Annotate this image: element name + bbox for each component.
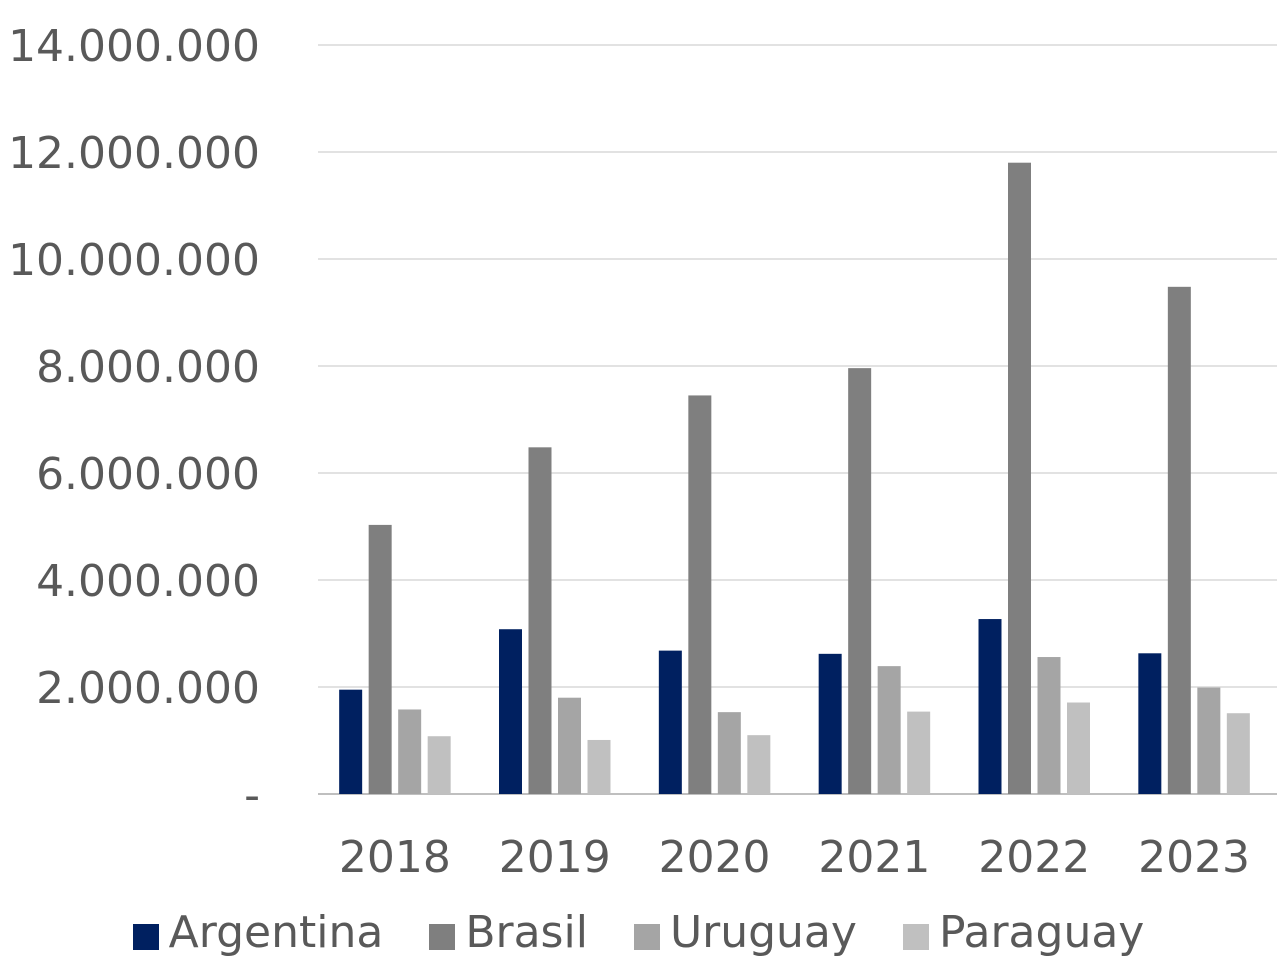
x-tick-label: 2018: [339, 832, 451, 883]
bar-paraguay-2023: [1226, 713, 1250, 794]
bar-uruguay-2021: [877, 666, 901, 794]
bar-paraguay-2022: [1067, 702, 1090, 794]
bar-brasil-2021: [848, 368, 872, 794]
bar-uruguay-2018: [398, 709, 422, 794]
legend-entry-argentina: Argentina: [132, 905, 384, 958]
legend: Argentina Brasil Uruguay Paraguay: [0, 905, 1277, 958]
bar-argentina-2021: [818, 653, 842, 794]
bar-paraguay-2020: [747, 735, 771, 794]
legend-label: Brasil: [465, 907, 588, 958]
y-tick-label: 6.000.000: [36, 449, 260, 500]
y-tick-label: 14.000.000: [8, 21, 260, 72]
legend-entry-uruguay: Uruguay: [633, 905, 857, 958]
legend-label: Argentina: [168, 907, 384, 958]
bar-uruguay-2023: [1197, 687, 1221, 794]
x-tick-label: 2023: [1138, 832, 1250, 883]
legend-swatch: [132, 924, 159, 950]
legend-entry-brasil: Brasil: [429, 905, 588, 958]
y-tick-label: 2.000.000: [36, 663, 260, 714]
x-axis-tick-labels: 2018 2019 2020 2021 2022 2023: [339, 832, 1250, 883]
legend-swatch: [902, 924, 929, 950]
bar-argentina-2019: [499, 629, 522, 794]
bar-chart: - 2.000.000 4.000.000 6.000.000 8.000.000 10.…: [8, 21, 1277, 883]
bars: [339, 162, 1250, 794]
bar-brasil-2018: [368, 524, 392, 794]
y-axis-tick-labels: - 2.000.000 4.000.000 6.000.000 8.000.000 10.…: [8, 21, 260, 821]
y-tick-label: 8.000.000: [36, 342, 260, 393]
bar-paraguay-2021: [907, 711, 931, 794]
gridlines: [318, 44, 1277, 795]
bar-brasil-2022: [1008, 162, 1031, 794]
bar-argentina-2020: [658, 650, 682, 794]
bar-brasil-2020: [688, 395, 712, 794]
bar-uruguay-2022: [1037, 657, 1061, 794]
legend-label: Paraguay: [938, 907, 1145, 958]
bar-paraguay-2018: [427, 736, 451, 794]
bar-brasil-2019: [528, 447, 552, 794]
x-tick-label: 2019: [499, 832, 611, 883]
x-tick-label: 2020: [659, 832, 771, 883]
y-tick-label: -: [244, 770, 260, 821]
legend-entry-paraguay: Paraguay: [902, 905, 1145, 958]
bar-argentina-2023: [1138, 653, 1162, 794]
bar-argentina-2018: [339, 689, 363, 794]
y-tick-label: 12.000.000: [8, 128, 260, 179]
x-tick-label: 2022: [978, 832, 1090, 883]
x-tick-label: 2021: [818, 832, 930, 883]
legend-swatch: [633, 924, 660, 950]
bar-paraguay-2019: [587, 739, 611, 794]
bar-argentina-2022: [978, 619, 1002, 794]
bar-brasil-2023: [1167, 286, 1191, 794]
bar-uruguay-2019: [558, 697, 581, 794]
legend-label: Uruguay: [669, 907, 857, 958]
y-tick-label: 10.000.000: [8, 235, 260, 286]
y-tick-label: 4.000.000: [36, 556, 260, 607]
bar-uruguay-2020: [717, 712, 741, 794]
legend-swatch: [429, 924, 456, 950]
